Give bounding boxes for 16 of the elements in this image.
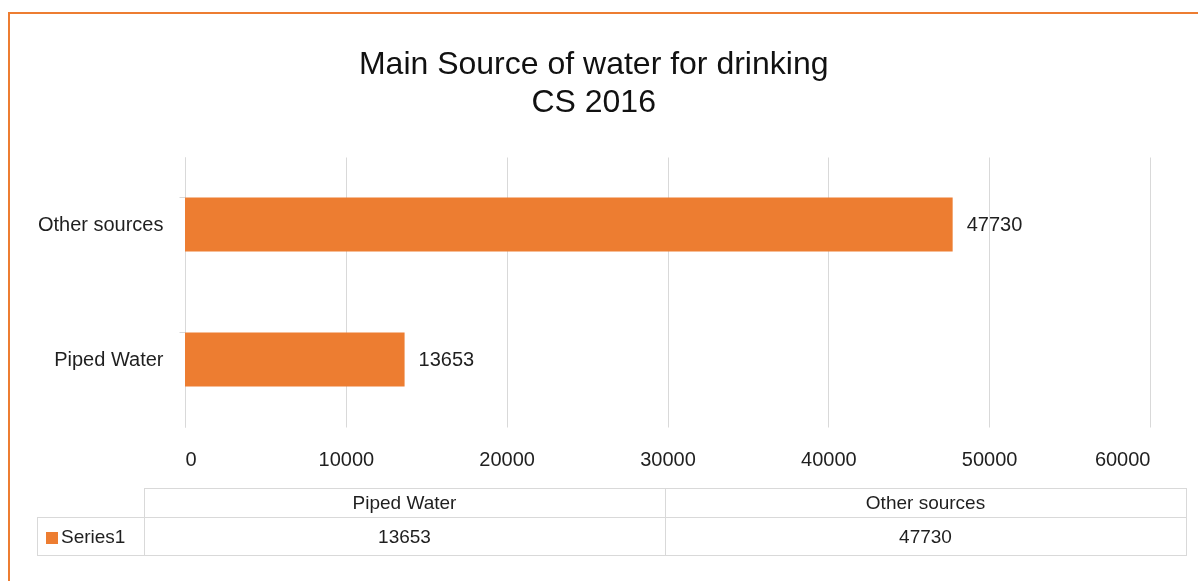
x-tick-label: 50000 [961,447,1018,470]
x-tick-label: 0 [185,447,197,470]
chart-subtitle: CS 2016 [531,83,656,119]
text: 47730 [665,517,1186,556]
category-label: Piped Water [352,492,457,513]
category-label: Other sources [865,492,986,513]
data-label: 13653 [418,347,475,370]
x-tick-label: 20000 [479,447,535,470]
chart-title: Main Source of water for drinking [358,45,829,81]
x-tick-label: 60000 [1094,447,1151,470]
x-tick-label: 40000 [801,447,857,470]
x-tick-label: 30000 [640,447,696,470]
x-tick-label: 10000 [318,447,375,470]
data-label: 47730 [966,212,1023,235]
legend-label: Series1 [37,517,144,556]
text: 13653 [144,517,665,556]
